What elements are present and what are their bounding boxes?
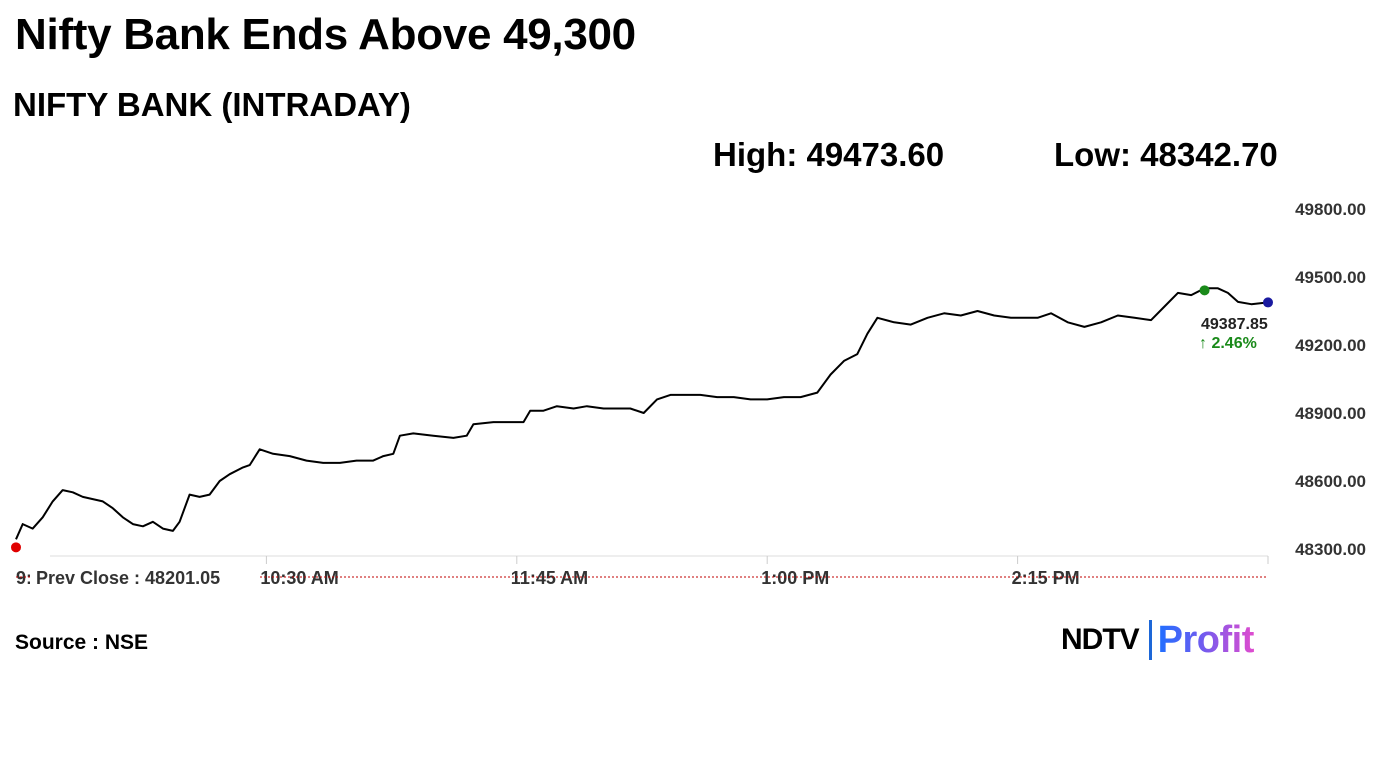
y-tick-label: 48300.00 (1295, 540, 1366, 559)
y-tick-label: 49200.00 (1295, 336, 1366, 355)
x-tick-label: 2:15 PM (1012, 568, 1080, 588)
source-note: Source : NSE (15, 631, 149, 654)
start-marker (11, 542, 21, 553)
y-axis: 49800.00 49500.00 49200.00 48900.00 48600.00… (1295, 200, 1366, 559)
y-tick-label: 48600.00 (1295, 472, 1366, 491)
headline: Nifty Bank Ends Above 49,300 (15, 10, 636, 59)
x-tick-label: 10:30 AM (260, 568, 338, 588)
prev-close-label-bg (30, 566, 258, 588)
y-tick-label: 49500.00 (1295, 268, 1366, 287)
chart-title: NIFTY BANK (INTRADAY) (13, 86, 411, 123)
prev-close-label: Prev Close : 48201.05 (36, 568, 220, 588)
ndtv-profit-logo: NDTV Profit (1061, 618, 1254, 662)
x-tick-label: 11:45 AM (511, 568, 588, 588)
series-line (15, 287, 1269, 540)
high-marker (1199, 285, 1210, 296)
end-marker (1263, 297, 1273, 308)
logo-divider (1148, 620, 1152, 660)
y-tick-label: 48900.00 (1295, 404, 1366, 423)
x-tick-label: 1:00 PM (761, 568, 829, 588)
intraday-line-chart: 49800.00 49500.00 49200.00 48900.00 48600.00… (11, 200, 1366, 588)
last-value-label: 49387.85 (1201, 316, 1268, 333)
logo-ndtv-text: NDTV (1061, 623, 1140, 656)
logo-profit-text: Profit (1157, 618, 1255, 661)
low-label: Low: 48342.70 (1054, 136, 1278, 173)
high-label: High: 49473.60 (713, 136, 945, 173)
change-label: ↑ 2.46% (1199, 335, 1257, 352)
y-tick-label: 49800.00 (1295, 200, 1366, 219)
